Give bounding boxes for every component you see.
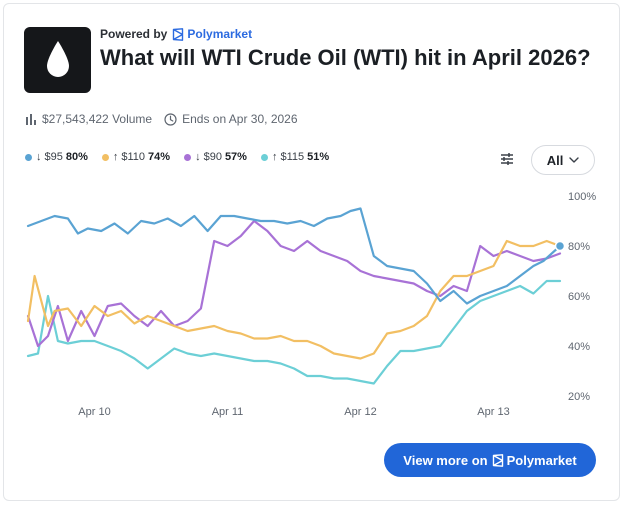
powered-by: Powered by Polymarket [100,27,252,41]
clock-icon [164,112,177,126]
legend-percent: 57% [224,151,247,163]
y-tick-label: 40% [568,341,590,353]
bar-chart-icon [26,113,36,125]
chart-legend: ↓ $95 80% ↑ $110 74% ↓ $90 57% ↑ $115 51… [25,151,343,163]
y-tick-label: 80% [568,241,590,253]
market-title[interactable]: What will WTI Crude Oil (WTI) hit in Apr… [100,45,591,70]
series-line [26,207,562,305]
legend-percent: 51% [307,151,330,163]
time-range-dropdown[interactable]: All [531,145,595,175]
polymarket-brand-text: Polymarket [187,27,253,41]
legend-arrow: ↓ [36,151,42,163]
series-line [26,279,562,385]
legend-arrow: ↑ [271,151,278,163]
end-date-info: Ends on Apr 30, 2026 [164,112,298,126]
time-range-label: All [546,152,564,168]
y-tick-label: 20% [568,391,590,403]
series-end-point [554,240,566,252]
y-tick-label: 100% [568,191,596,203]
polymarket-link[interactable]: Polymarket [172,27,252,41]
legend-dot [101,153,109,161]
legend-entry-95[interactable]: ↓ $95 80% [25,151,88,163]
x-tick-label: Apr 10 [78,406,110,418]
series-line [26,219,562,348]
x-tick-label: Apr 11 [212,406,244,418]
legend-label: $95 [44,151,63,163]
legend-percent: 74% [148,151,171,163]
x-tick-label: Apr 13 [477,406,509,418]
legend-label: $110 [121,151,146,163]
cta-brand-text: Polymarket [506,452,577,468]
oil-drop-icon [46,41,69,77]
oil-drop-logo [24,27,91,93]
x-tick-label: Apr 12 [344,406,376,418]
legend-arrow: ↑ [112,151,119,163]
series-line [26,239,562,360]
legend-percent: 80% [65,151,88,163]
market-meta: $27,543,422 Volume Ends on Apr 30, 2026 [25,112,298,126]
view-more-text: View more on [403,452,488,468]
polymarket-logo-icon [173,27,184,41]
cta-brand: Polymarket [492,453,577,468]
legend-arrow: ↓ [195,151,201,163]
polymarket-logo-icon [492,453,503,467]
legend-entry-115[interactable]: ↑ $115 51% [260,151,330,163]
volume-text: $27,543,422 Volume [42,112,153,126]
view-more-button[interactable]: View more on Polymarket [384,443,596,477]
powered-by-text: Powered by [100,27,168,41]
filter-settings-icon[interactable] [498,150,516,168]
legend-label: $115 [280,151,305,163]
legend-dot [260,153,268,161]
legend-dot [184,153,192,161]
end-date-text: Ends on Apr 30, 2026 [182,112,298,126]
legend-entry-110[interactable]: ↑ $110 74% [101,151,171,163]
y-tick-label: 60% [568,291,590,303]
embed-card [3,3,620,501]
volume-info: $27,543,422 Volume [25,112,152,126]
price-history-chart: 20% 40% 60% 80% 100% Apr 10 Apr 11 Apr 12 Apr 13 [26,191,596,418]
legend-entry-90[interactable]: ↓ $90 57% [184,151,247,163]
legend-label: $90 [203,151,222,163]
chevron-down-icon [569,157,580,163]
legend-dot [25,153,32,161]
